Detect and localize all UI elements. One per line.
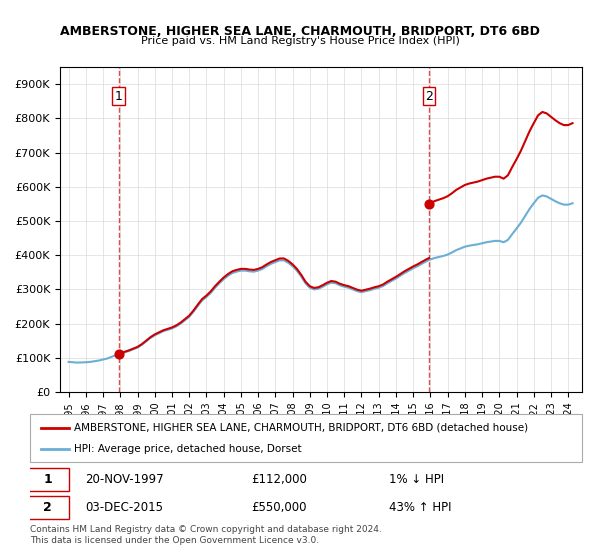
Text: HPI: Average price, detached house, Dorset: HPI: Average price, detached house, Dors… — [74, 444, 302, 454]
Text: 1: 1 — [43, 473, 52, 486]
Text: £550,000: £550,000 — [251, 501, 307, 514]
FancyBboxPatch shape — [30, 414, 582, 462]
Text: AMBERSTONE, HIGHER SEA LANE, CHARMOUTH, BRIDPORT, DT6 6BD (detached house): AMBERSTONE, HIGHER SEA LANE, CHARMOUTH, … — [74, 423, 528, 433]
Text: Contains HM Land Registry data © Crown copyright and database right 2024.
This d: Contains HM Land Registry data © Crown c… — [30, 525, 382, 545]
Text: £112,000: £112,000 — [251, 473, 307, 486]
FancyBboxPatch shape — [27, 496, 68, 519]
Point — [114, 349, 124, 358]
Text: 2: 2 — [43, 501, 52, 514]
FancyBboxPatch shape — [27, 468, 68, 491]
Text: AMBERSTONE, HIGHER SEA LANE, CHARMOUTH, BRIDPORT, DT6 6BD: AMBERSTONE, HIGHER SEA LANE, CHARMOUTH, … — [60, 25, 540, 38]
Text: Price paid vs. HM Land Registry's House Price Index (HPI): Price paid vs. HM Land Registry's House … — [140, 36, 460, 46]
Text: 03-DEC-2015: 03-DEC-2015 — [85, 501, 163, 514]
Text: 1: 1 — [115, 90, 122, 103]
Point — [424, 199, 434, 208]
Text: 2: 2 — [425, 90, 433, 103]
Text: 43% ↑ HPI: 43% ↑ HPI — [389, 501, 451, 514]
Text: 20-NOV-1997: 20-NOV-1997 — [85, 473, 164, 486]
Text: 1% ↓ HPI: 1% ↓ HPI — [389, 473, 444, 486]
